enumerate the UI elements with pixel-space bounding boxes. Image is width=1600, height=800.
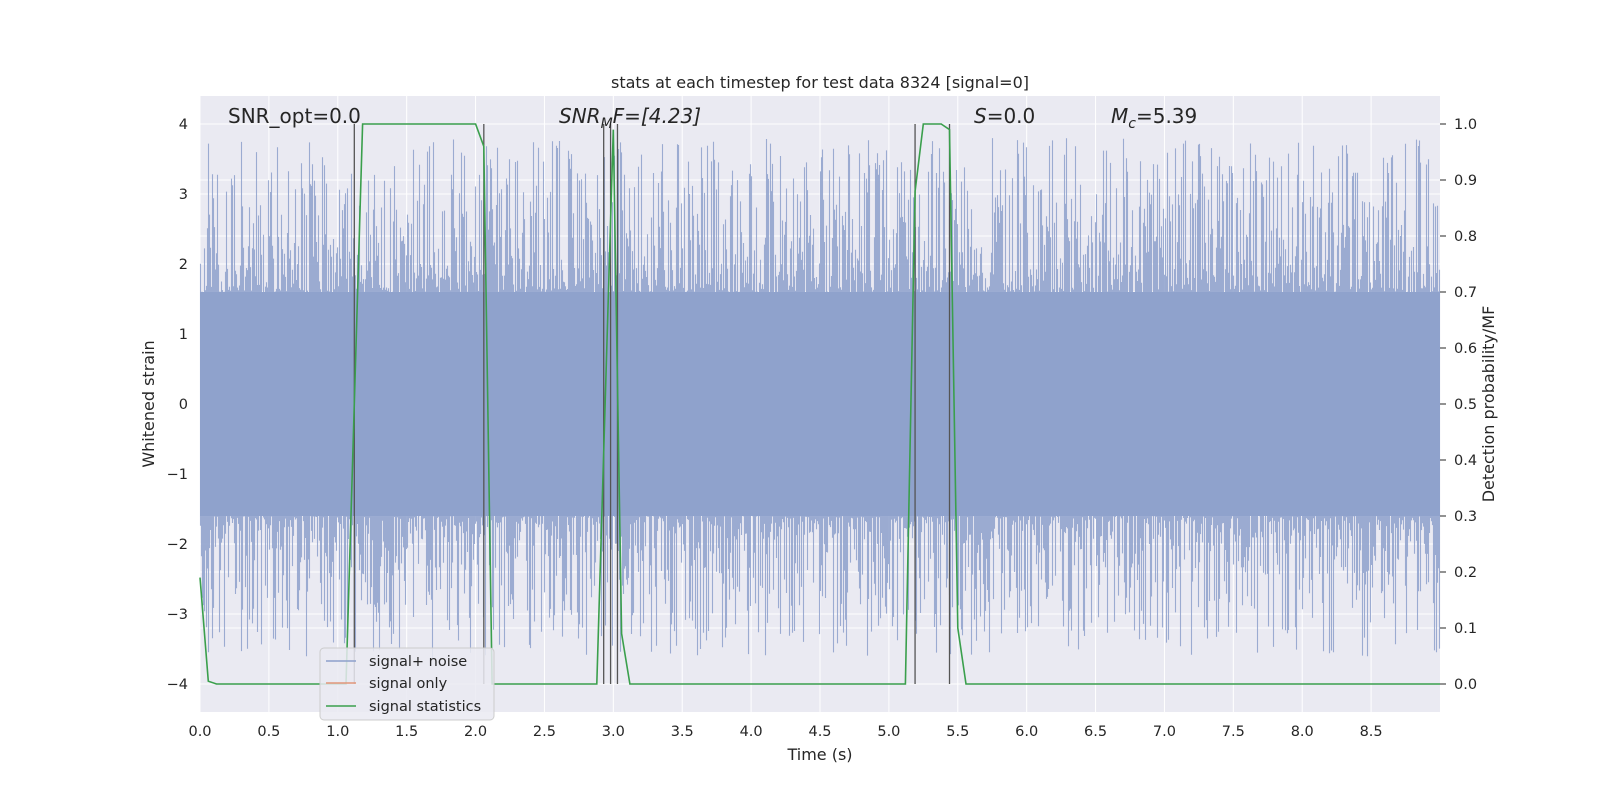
x-tick-label: 5.0 [877,724,900,740]
y-tick-label: 1 [179,327,188,343]
x-tick-labels: 0.0 0.5 1.0 1.5 2.0 2.5 3.0 3.5 4.0 4.5 5.0 5.5 6.0 6… [188,724,1382,740]
annotation-mc: Mc=5.39 [1111,104,1197,132]
x-tick-label: 5.5 [946,724,969,740]
legend-box [319,647,495,721]
y2-tick-label: 1.0 [1454,117,1477,133]
y2-tick-label: 0.4 [1454,453,1477,469]
y-tick-label: 0 [179,397,188,413]
legend: signal+ noise signal only signal statist… [319,647,495,721]
x-tick-label: 4.0 [740,724,763,740]
signal-statistics-line [199,123,1440,685]
x-tick-label: 3.0 [602,724,625,740]
x-tick-label: 1.0 [326,724,349,740]
chart-title: stats at each timestep for test data 832… [611,73,1029,92]
y-tick-label: −2 [167,537,188,553]
x-tick-label: 8.0 [1291,724,1314,740]
y2-tick-label: 0.2 [1454,565,1477,581]
x-tick-label: 8.5 [1360,724,1383,740]
y-tick-label: 2 [179,257,188,273]
annotation-s-main: S [974,104,987,128]
y2-tick-labels: 1.0 0.9 0.8 0.7 0.6 0.5 0.4 0.3 0.2 0.1 0.0 [1440,117,1477,693]
y-tick-label: −4 [167,677,188,693]
legend-label-signal-noise: signal+ noise [369,654,467,670]
noise-trace [199,138,1441,659]
y-tick-label: −3 [167,607,188,623]
annotation-snr-mf-sub: M [601,116,613,132]
annotation-snr-mf: SNRMF=[4.23] [559,104,701,132]
y-axis-title: Whitened strain [139,340,158,467]
x-tick-label: 2.0 [464,724,487,740]
x-tick-label: 7.0 [1153,724,1176,740]
x-tick-label: 0.5 [257,724,280,740]
signal-noise-series [199,138,1441,659]
x-tick-label: 0.0 [188,724,211,740]
x-tick-label: 4.5 [808,724,831,740]
legend-label-signal-statistics: signal statistics [369,699,481,715]
y2-tick-label: 0.9 [1454,173,1477,189]
annotation-snr-opt: SNR_opt=0.0 [228,104,361,128]
x-tick-label: 6.0 [1015,724,1038,740]
annotation-mc-sub: c [1128,116,1136,132]
y2-tick-label: 0.5 [1454,397,1477,413]
x-tick-label: 1.5 [395,724,418,740]
y-tick-label: −1 [167,467,188,483]
y2-tick-label: 0.8 [1454,229,1477,245]
x-tick-label: 7.5 [1222,724,1245,740]
annotation-mc-rest: =5.39 [1136,104,1197,128]
y-tick-label: 4 [179,117,188,133]
x-tick-label: 6.5 [1084,724,1107,740]
x-tick-label: 2.5 [533,724,556,740]
y-tick-labels: 4 3 2 1 0 −1 −2 −3 −4 [167,117,188,693]
y-tick-label: 3 [179,187,188,203]
annotation-snr-mf-rest: F=[4.23] [613,104,701,128]
annotation-s-rest: =0.0 [987,104,1036,128]
y2-tick-label: 0.6 [1454,341,1477,357]
annotation-mc-main: M [1111,104,1128,128]
y2-tick-label: 0.1 [1454,621,1477,637]
y2-axis-title: Detection probability/MF [1479,306,1498,503]
legend-label-signal-only: signal only [369,676,448,692]
y2-tick-label: 0.0 [1454,677,1477,693]
y2-tick-label: 0.3 [1454,509,1477,525]
x-tick-label: 3.5 [671,724,694,740]
x-axis-title: Time (s) [786,745,852,764]
annotation-snr-mf-main: SNR [559,104,601,128]
annotation-s: S=0.0 [974,104,1035,128]
y2-tick-label: 0.7 [1454,285,1477,301]
